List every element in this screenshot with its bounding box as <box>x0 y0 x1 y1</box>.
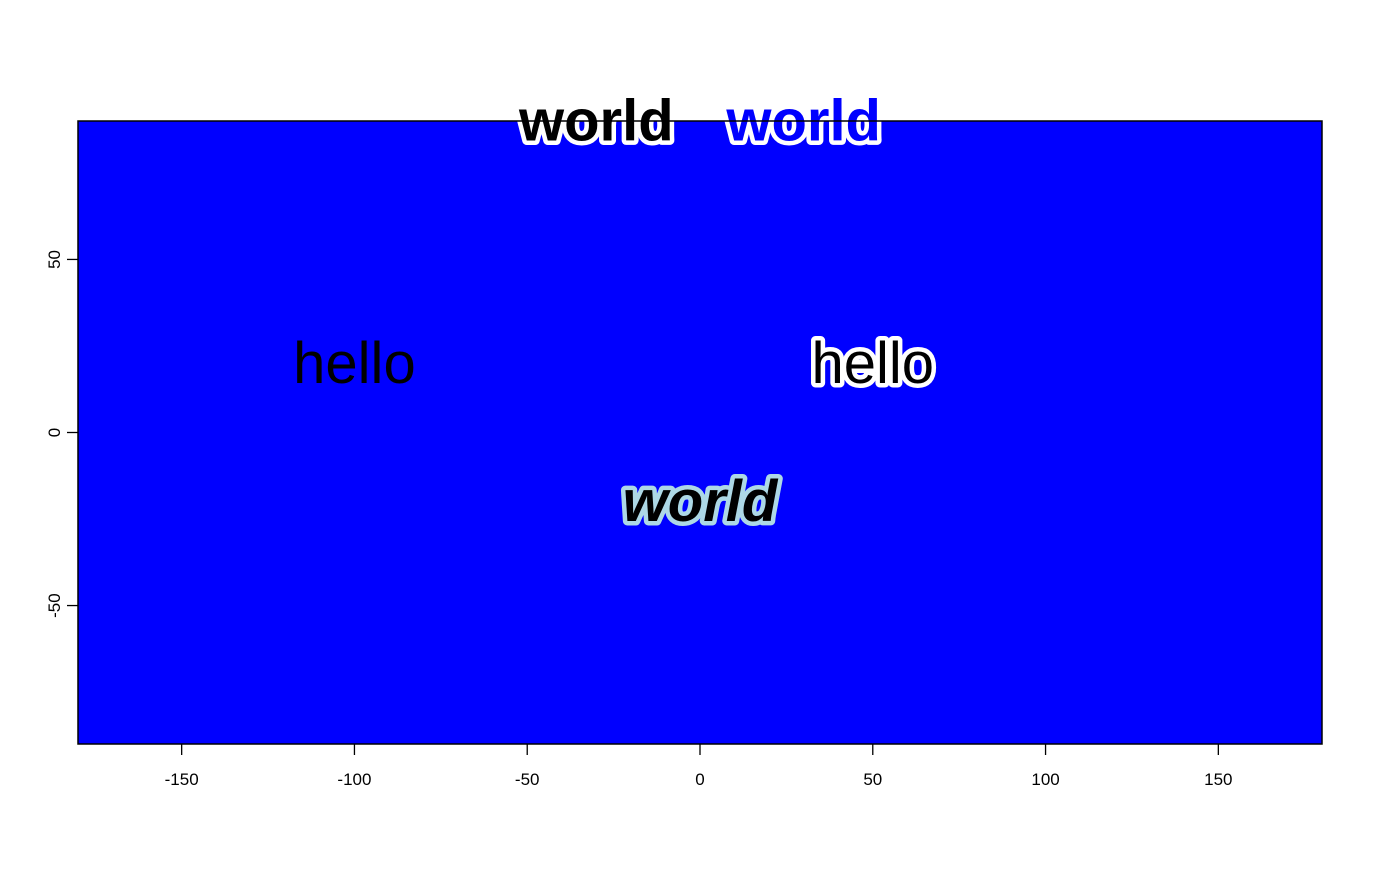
annotation-text: world <box>623 469 779 534</box>
y-tick-label: 0 <box>45 428 64 437</box>
annotation-hello: hello <box>293 331 416 396</box>
x-axis: -150 -100 -50 0 50 100 150 <box>165 744 1233 789</box>
annotation-text: hello <box>293 331 416 396</box>
x-tick-label: 150 <box>1204 770 1232 789</box>
y-axis: -50 0 50 <box>45 250 78 618</box>
annotation-text: hello <box>812 331 935 396</box>
annotation-halo: hello <box>812 331 935 396</box>
x-tick-label: 100 <box>1031 770 1059 789</box>
x-tick-label: -150 <box>165 770 199 789</box>
plot-border <box>77 120 1323 745</box>
y-tick-label: 50 <box>45 250 64 269</box>
x-tick-label: -100 <box>337 770 371 789</box>
y-tick-label: -50 <box>45 593 64 618</box>
x-tick-label: 50 <box>863 770 882 789</box>
x-tick-label: 0 <box>695 770 704 789</box>
x-tick-label: -50 <box>515 770 540 789</box>
plot-panel <box>78 121 1322 744</box>
annotation-halo: world <box>623 469 779 534</box>
